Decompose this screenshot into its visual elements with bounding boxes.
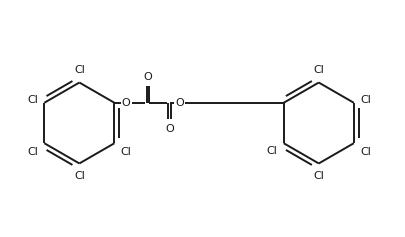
Text: O: O	[165, 123, 173, 134]
Text: O: O	[121, 98, 130, 108]
Text: Cl: Cl	[313, 171, 324, 181]
Text: O: O	[143, 72, 152, 82]
Text: Cl: Cl	[27, 147, 38, 157]
Text: Cl: Cl	[359, 96, 370, 105]
Text: Cl: Cl	[74, 65, 85, 75]
Text: Cl: Cl	[120, 147, 131, 157]
Text: O: O	[175, 98, 183, 108]
Text: Cl: Cl	[74, 171, 85, 181]
Text: Cl: Cl	[27, 96, 38, 105]
Text: Cl: Cl	[313, 65, 324, 75]
Text: Cl: Cl	[266, 146, 277, 155]
Text: Cl: Cl	[359, 147, 370, 157]
